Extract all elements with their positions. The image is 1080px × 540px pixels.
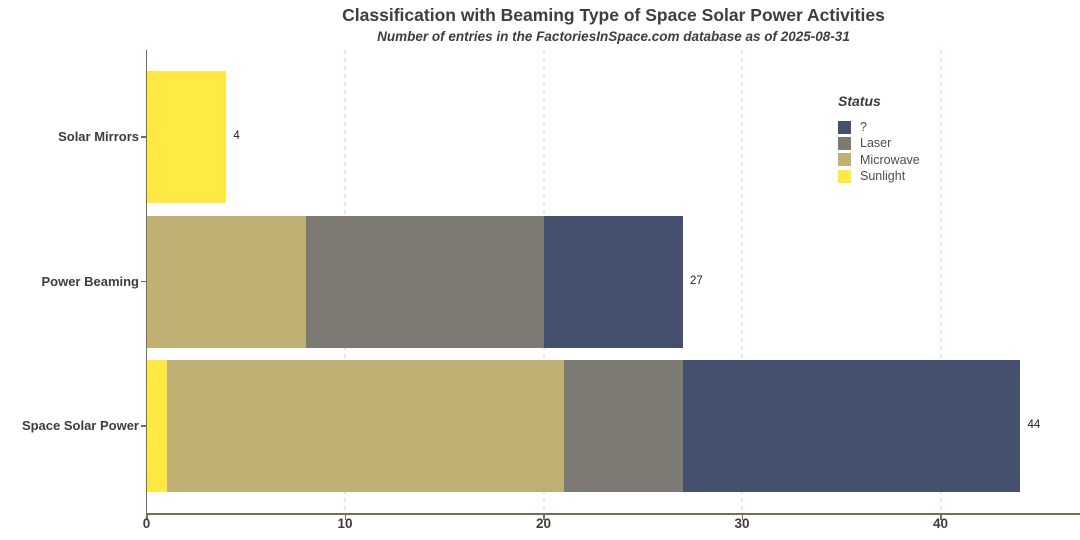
x-axis-label-20: 20	[536, 516, 552, 531]
y-axis-line	[145, 50, 147, 513]
gridline-x-30	[741, 50, 744, 513]
chart-title: Classification with Beaming Type of Spac…	[342, 5, 885, 25]
x-axis-label-10: 10	[337, 516, 353, 531]
bar-space-solar-power	[147, 360, 1021, 492]
legend-swatch-unknown	[838, 120, 851, 134]
x-tick-0	[146, 514, 148, 520]
bar-segment-power-beaming-microwave	[147, 215, 306, 348]
bar-value-label-power-beaming: 27	[689, 274, 703, 287]
gridline-x-40	[939, 50, 942, 513]
y-axis-label-power-beaming: Power Beaming	[41, 273, 139, 289]
bar-power-beaming	[147, 215, 683, 348]
bar-segment-solar-mirrors-sunlight	[147, 71, 227, 203]
x-axis-label-40: 40	[933, 516, 949, 531]
bar-segment-space-solar-power-microwave	[166, 360, 564, 492]
y-tick-space-solar-power	[140, 425, 146, 427]
x-axis-label-30: 30	[734, 516, 750, 531]
legend-item-sunlight: Sunlight	[838, 168, 920, 184]
x-tick-30	[741, 514, 744, 520]
y-axis-label-space-solar-power: Space Solar Power	[21, 418, 139, 433]
bar-segment-space-solar-power-unknown	[682, 360, 1021, 492]
y-tick-power-beaming	[140, 280, 146, 283]
x-axis-line	[145, 513, 1080, 515]
bar-value-label-solar-mirrors: 4	[233, 130, 240, 142]
y-axis-label-solar-mirrors: Solar Mirrors	[58, 129, 139, 144]
legend: Status ? Laser Microwave Sunlight	[838, 93, 920, 184]
legend-items: ? Laser Microwave Sunlight	[838, 119, 920, 184]
legend-swatch-laser	[838, 136, 851, 150]
legend-swatch-microwave	[838, 153, 851, 167]
legend-title: Status	[838, 93, 881, 109]
legend-label-unknown: ?	[860, 120, 867, 135]
x-tick-10	[344, 514, 346, 520]
legend-item-unknown: ?	[838, 119, 920, 135]
legend-item-microwave: Microwave	[838, 152, 920, 168]
bar-segment-power-beaming-laser	[305, 215, 544, 348]
chart-subtitle: Number of entries in the FactoriesInSpac…	[377, 29, 850, 44]
legend-label-sunlight: Sunlight	[860, 169, 906, 184]
bar-value-label-space-solar-power: 44	[1027, 419, 1041, 431]
legend-label-microwave: Microwave	[860, 152, 920, 167]
legend-label-laser: Laser	[860, 136, 892, 151]
bar-segment-space-solar-power-sunlight	[147, 360, 167, 492]
bar-segment-space-solar-power-laser	[563, 360, 683, 492]
x-axis-label-0: 0	[142, 516, 151, 531]
legend-swatch-sunlight	[838, 169, 851, 183]
y-tick-solar-mirrors	[140, 136, 146, 138]
x-tick-40	[940, 514, 942, 520]
x-tick-20	[543, 514, 545, 520]
bar-segment-power-beaming-unknown	[544, 215, 683, 348]
bar-solar-mirrors	[147, 71, 227, 203]
plot-panel	[147, 50, 1080, 513]
legend-item-laser: Laser	[838, 135, 920, 151]
